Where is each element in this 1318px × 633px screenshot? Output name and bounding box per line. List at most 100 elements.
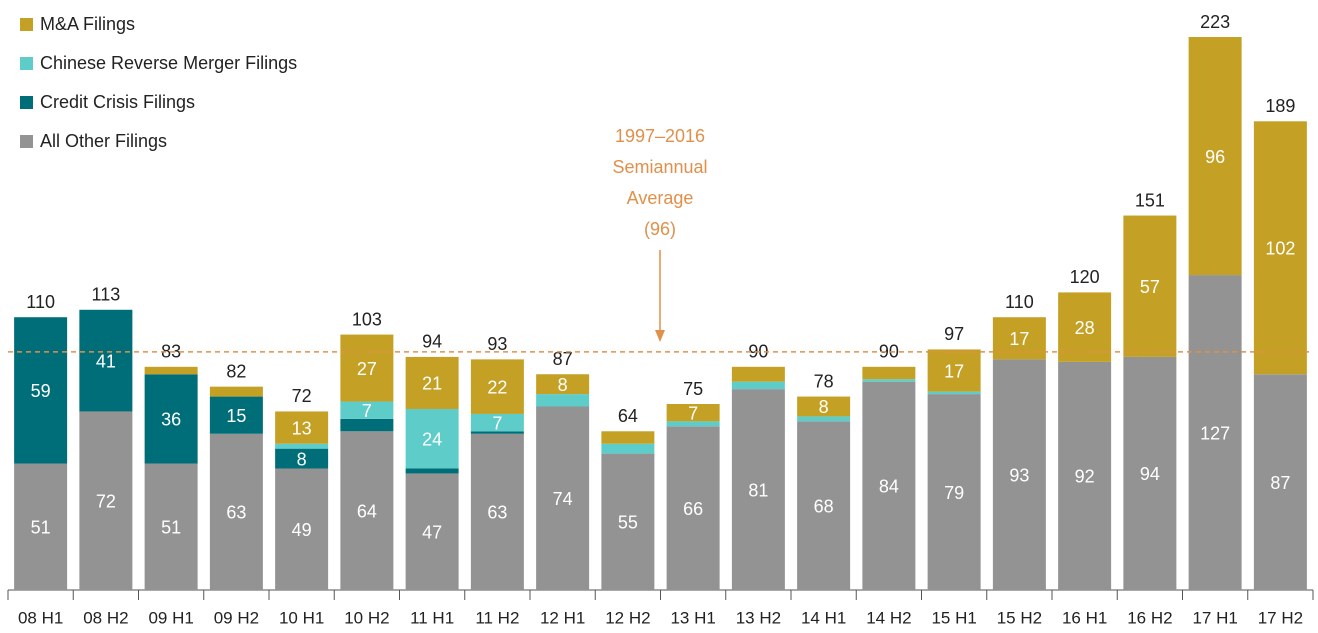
segment-label: 87 xyxy=(1270,473,1290,493)
total-label: 72 xyxy=(292,386,312,406)
bar-segment xyxy=(340,431,394,590)
bar-segment xyxy=(1123,215,1177,357)
total-label: 223 xyxy=(1200,12,1230,32)
bar-segment xyxy=(470,431,524,434)
x-tick-label: 14 H1 xyxy=(801,608,846,627)
legend-swatch xyxy=(20,96,33,109)
bar-segment xyxy=(601,453,655,590)
segment-label: 127 xyxy=(1200,423,1230,443)
bar-segment xyxy=(275,443,329,449)
bar-segment xyxy=(601,431,655,444)
bar-segment xyxy=(144,366,198,375)
bar-segment xyxy=(405,408,459,469)
total-label: 110 xyxy=(26,292,55,312)
bar-segment xyxy=(601,443,655,454)
bar-segment xyxy=(405,356,459,409)
segment-label: 74 xyxy=(553,489,573,509)
bar-segment xyxy=(536,374,590,395)
bar-segment xyxy=(992,359,1046,590)
segment-label: 7 xyxy=(362,401,372,421)
x-tick-label: 13 H1 xyxy=(670,608,715,627)
bar-segment xyxy=(405,468,459,474)
bar-segment xyxy=(14,317,68,464)
segment-label: 92 xyxy=(1075,467,1095,487)
segment-label: 22 xyxy=(487,377,507,397)
segment-label: 93 xyxy=(1009,465,1029,485)
segment-label: 41 xyxy=(96,351,116,371)
x-tick-label: 15 H1 xyxy=(931,608,976,627)
x-tick-label: 17 H2 xyxy=(1258,608,1303,627)
x-tick-label: 14 H2 xyxy=(866,608,911,627)
total-label: 113 xyxy=(92,285,121,305)
total-label: 110 xyxy=(1005,292,1034,312)
bar-segment xyxy=(731,389,785,590)
segment-label: 68 xyxy=(814,496,834,516)
bar-segment xyxy=(1058,292,1112,362)
total-label: 78 xyxy=(814,371,834,391)
bar-segment xyxy=(927,394,981,590)
x-tick-label: 16 H2 xyxy=(1127,608,1172,627)
total-label: 90 xyxy=(879,342,899,362)
segment-label: 63 xyxy=(487,503,507,523)
segment-label: 51 xyxy=(31,518,51,538)
segment-label: 57 xyxy=(1140,277,1160,297)
x-tick-label: 10 H2 xyxy=(344,608,389,627)
bar-segment xyxy=(1253,374,1307,590)
bar-segment xyxy=(862,366,916,380)
total-label: 103 xyxy=(352,309,382,329)
bar-segment xyxy=(209,433,263,590)
segment-label: 94 xyxy=(1140,464,1160,484)
bar-segment xyxy=(1188,275,1242,590)
total-label: 64 xyxy=(618,406,638,426)
segment-label: 15 xyxy=(226,406,246,426)
segment-label: 84 xyxy=(879,477,899,497)
bar-segment xyxy=(927,391,981,395)
total-label: 151 xyxy=(1135,190,1165,210)
x-tick-label: 15 H2 xyxy=(997,608,1042,627)
bar-segment xyxy=(666,421,720,427)
segment-label: 13 xyxy=(292,418,312,438)
total-label: 75 xyxy=(683,379,703,399)
bar-segment xyxy=(14,463,68,590)
bar-segment xyxy=(340,334,394,402)
annotation: (96) xyxy=(644,219,676,239)
bar-segment xyxy=(275,411,329,444)
total-label: 120 xyxy=(1070,267,1100,287)
bar-segment xyxy=(1253,121,1307,375)
bar-segment xyxy=(536,394,590,407)
bar-segment xyxy=(797,421,851,590)
legend-label: M&A Filings xyxy=(40,14,135,34)
x-tick-label: 10 H1 xyxy=(279,608,324,627)
bar-segment xyxy=(862,381,916,590)
legend-swatch xyxy=(20,18,33,31)
segment-label: 17 xyxy=(944,361,964,381)
annotation-arrowhead xyxy=(655,330,665,342)
legend-label: All Other Filings xyxy=(40,131,167,151)
x-tick-label: 08 H1 xyxy=(18,608,63,627)
segment-label: 17 xyxy=(1009,329,1029,349)
bar-segment xyxy=(340,401,394,419)
segment-label: 64 xyxy=(357,501,377,521)
x-tick-label: 08 H2 xyxy=(83,608,128,627)
x-tick-label: 13 H2 xyxy=(736,608,781,627)
x-tick-label: 11 H2 xyxy=(475,608,519,627)
bar-segment xyxy=(405,473,459,590)
segment-label: 59 xyxy=(31,381,51,401)
total-label: 87 xyxy=(553,349,573,369)
legend-label: Chinese Reverse Merger Filings xyxy=(40,53,297,73)
bar-segment xyxy=(666,426,720,590)
total-label: 94 xyxy=(422,332,442,352)
bar-segment xyxy=(797,396,851,417)
bar-segment xyxy=(797,416,851,422)
segment-label: 49 xyxy=(292,520,312,540)
bar-segment xyxy=(79,309,133,412)
bar-segment xyxy=(275,448,329,469)
segment-label: 8 xyxy=(297,449,307,469)
total-label: 189 xyxy=(1265,96,1295,116)
bar-segment xyxy=(536,406,590,590)
x-tick-label: 09 H2 xyxy=(214,608,259,627)
legend-swatch xyxy=(20,135,33,148)
segment-label: 51 xyxy=(161,518,181,538)
x-tick-label: 11 H1 xyxy=(410,608,454,627)
segment-label: 72 xyxy=(96,491,116,511)
